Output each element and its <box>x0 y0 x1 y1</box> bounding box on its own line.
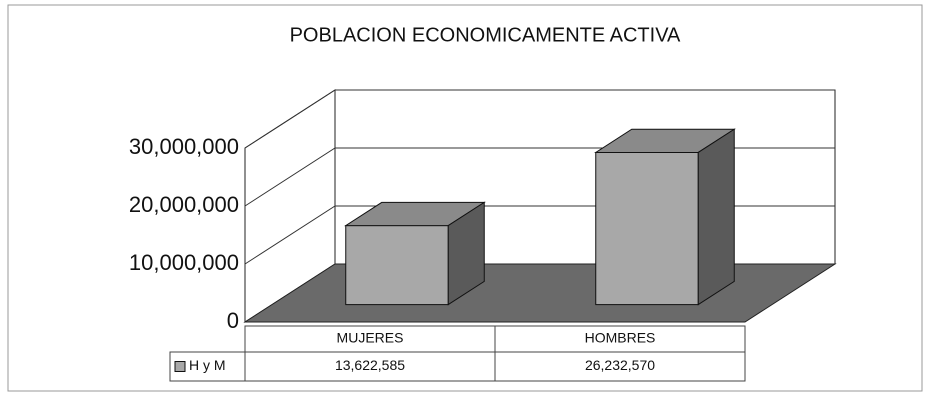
legend-label: H y M <box>189 357 226 373</box>
table-value: 13,622,585 <box>335 357 405 373</box>
y-tick-label: 30,000,000 <box>129 134 239 159</box>
chart-title: POBLACION ECONOMICAMENTE ACTIVA <box>290 24 681 46</box>
y-tick-label: 10,000,000 <box>129 250 239 275</box>
legend-swatch <box>174 361 186 372</box>
bar-front <box>345 225 449 306</box>
legend-cell <box>169 351 246 382</box>
bar-front <box>595 151 699 306</box>
y-tick-label: 20,000,000 <box>129 192 239 217</box>
floor <box>243 263 837 323</box>
bar-side <box>447 201 485 306</box>
grid-line <box>244 89 835 149</box>
y-tick-label: 0 <box>227 308 239 333</box>
x-tick-label: MUJERES <box>337 330 404 346</box>
x-tick-label: HOMBRES <box>585 330 656 346</box>
bar-side <box>697 128 735 306</box>
table-value: 26,232,570 <box>585 357 655 373</box>
